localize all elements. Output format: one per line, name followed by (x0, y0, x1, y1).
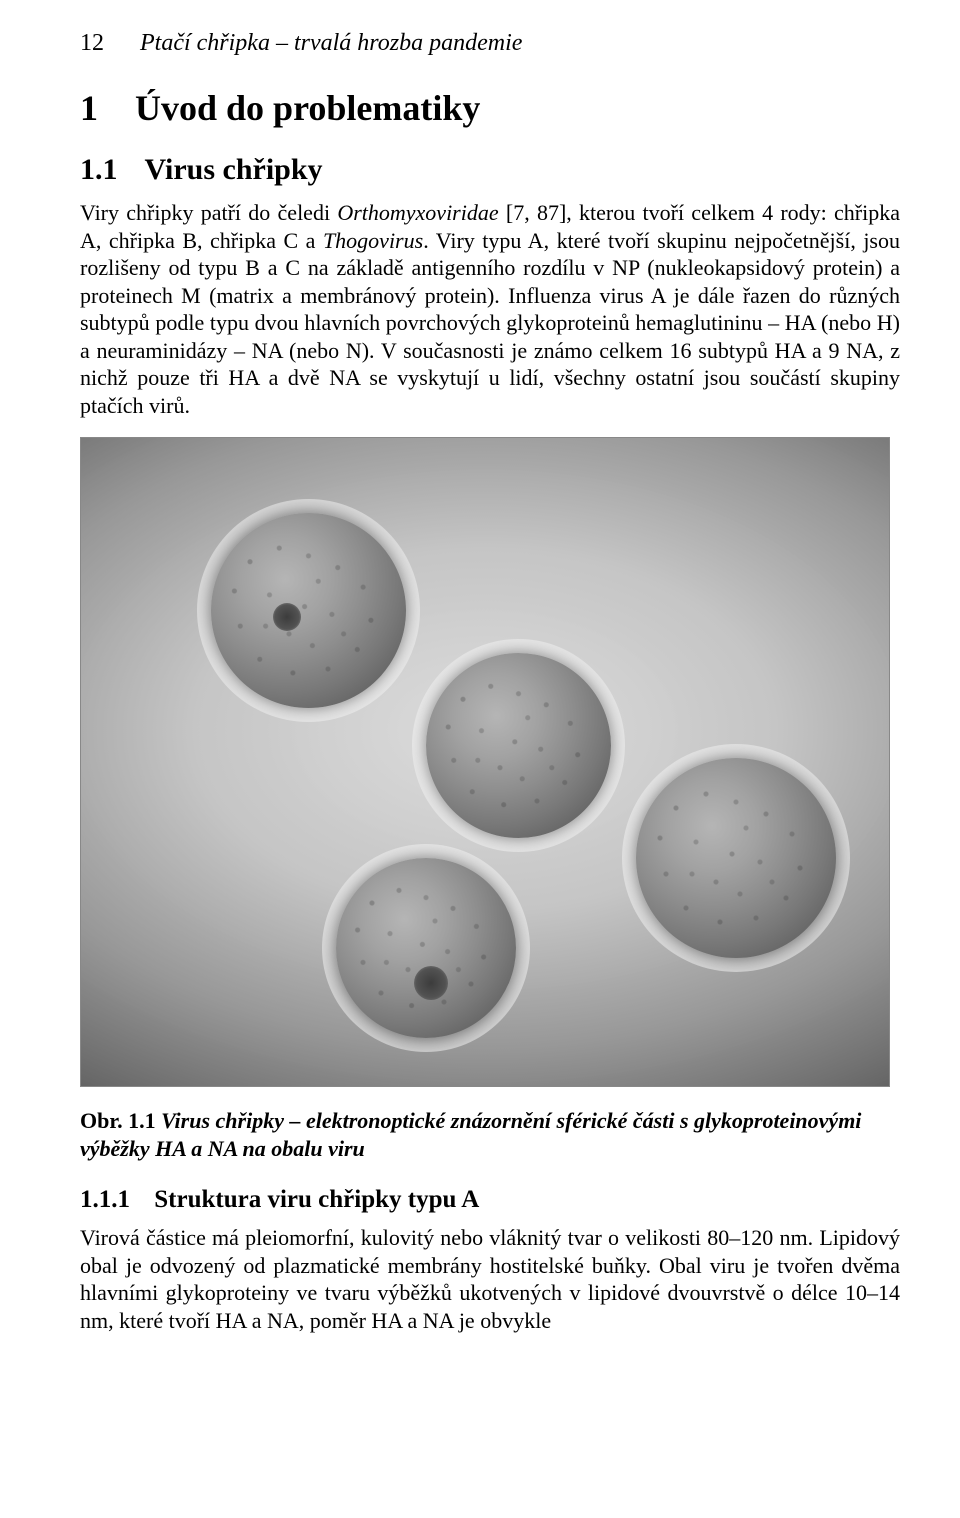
page-number: 12 (80, 30, 104, 56)
section-title: Virus chřipky (144, 153, 322, 186)
figure-caption-text: Virus chřipky – elektronoptické znázorně… (80, 1108, 861, 1161)
section-heading: 1.1 Virus chřipky (80, 153, 900, 187)
body-paragraph-2: Virová částice má pleiomorfní, kulovitý … (80, 1224, 900, 1334)
body-paragraph-1: Viry chřipky patří do čeledi Orthomyxovi… (80, 199, 900, 419)
chapter-title: Úvod do problematiky (135, 88, 480, 128)
virion-2 (426, 653, 611, 838)
running-header: 12 Ptačí chřipka – trvalá hrozba pandemi… (80, 30, 900, 57)
virion-3 (636, 758, 836, 958)
running-title: Ptačí chřipka – trvalá hrozba pandemie (140, 30, 522, 56)
figure-caption: Obr. 1.1 Virus chřipky – elektronoptické… (80, 1107, 900, 1162)
section-number: 1.1 (80, 153, 118, 186)
virion-4 (336, 858, 516, 1038)
figure-electron-micrograph (80, 437, 890, 1087)
figure-label: Obr. 1.1 (80, 1108, 156, 1133)
subsection-title: Struktura viru chřipky typu A (154, 1186, 479, 1213)
virion-1 (211, 513, 406, 708)
chapter-heading: 1 Úvod do problematiky (80, 87, 900, 129)
subsection-heading: 1.1.1 Struktura viru chřipky typu A (80, 1186, 900, 1214)
subsection-number: 1.1.1 (80, 1186, 130, 1213)
chapter-number: 1 (80, 88, 98, 128)
